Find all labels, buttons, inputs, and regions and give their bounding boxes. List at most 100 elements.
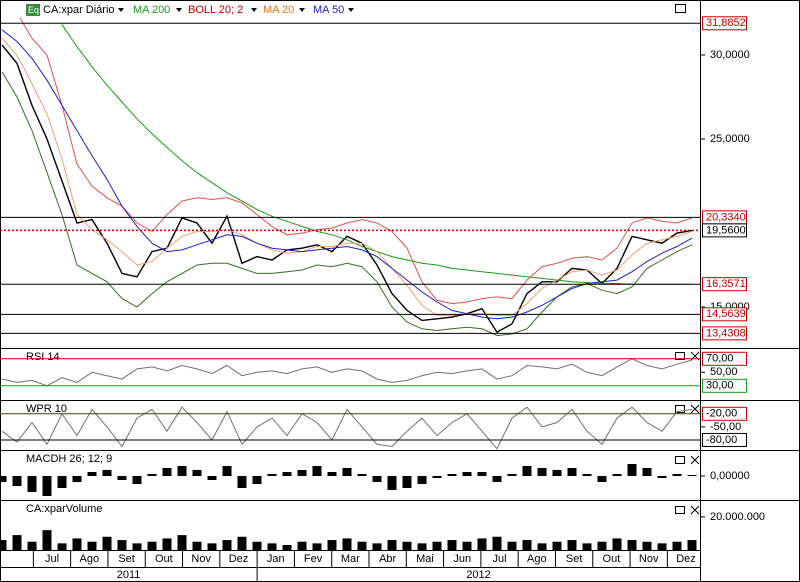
bar — [297, 541, 307, 550]
bar — [327, 540, 337, 550]
x-tick-label: Ago — [80, 553, 100, 565]
x-tick-label: Out — [155, 553, 173, 565]
maximize-button[interactable] — [675, 405, 685, 413]
bar — [27, 541, 37, 550]
bar — [402, 476, 412, 488]
bar — [507, 474, 517, 476]
maximize-button[interactable] — [675, 352, 685, 360]
maximize-button[interactable] — [675, 456, 685, 464]
bar — [192, 470, 202, 476]
x-tick-label: Jan — [267, 553, 285, 565]
bar — [627, 464, 637, 476]
x-tick-label: Jun — [453, 553, 471, 565]
level-box — [702, 432, 747, 447]
maximize-button[interactable] — [675, 4, 686, 13]
level-box — [702, 326, 747, 341]
year-label: 2011 — [117, 569, 141, 581]
bar — [147, 474, 157, 476]
level-label: -20,00 — [706, 408, 737, 420]
x-tick-label: Nov — [639, 553, 659, 565]
level-label: 14,5639 — [706, 308, 746, 320]
bar — [312, 466, 322, 476]
bar — [12, 476, 22, 486]
bar — [132, 476, 142, 484]
panel — [1, 358, 693, 387]
bar — [582, 543, 592, 550]
symbol-icon[interactable] — [26, 4, 40, 16]
bar — [162, 468, 172, 476]
legend-entry[interactable]: MA 20 — [263, 4, 294, 16]
bar — [387, 476, 397, 490]
level-box — [702, 378, 747, 393]
panel-title: CA:xparVolume — [26, 503, 102, 515]
bar — [567, 468, 577, 476]
panel-title: RSI 14 — [26, 351, 60, 363]
legend-entry[interactable]: MA 50 — [313, 4, 344, 16]
bar — [432, 541, 442, 550]
x-tick-label: Fev — [304, 553, 323, 565]
bar — [687, 540, 697, 550]
bar — [282, 545, 292, 550]
symbol-name[interactable]: CA:xpar Diário — [43, 4, 115, 16]
level-box — [702, 277, 747, 292]
bar — [177, 466, 187, 476]
bar — [102, 470, 112, 476]
panel-title: WPR 10 — [26, 403, 67, 415]
bar — [72, 476, 82, 482]
bar — [657, 476, 667, 478]
y-tick-label: -50,00 — [710, 421, 741, 433]
bar — [462, 541, 472, 550]
y-tick-label: 25,0000 — [710, 133, 750, 145]
level-box — [702, 351, 747, 366]
bar — [222, 540, 232, 550]
bar — [477, 472, 487, 476]
level-box — [702, 406, 747, 421]
bar — [447, 474, 457, 476]
bar — [297, 470, 307, 476]
close-button[interactable] — [690, 455, 700, 465]
x-tick-label: Mar — [341, 553, 360, 565]
legend-entry[interactable]: BOLL 20; 2 — [188, 4, 243, 16]
symbol-icon-text: Eq — [28, 5, 39, 15]
bar — [237, 536, 247, 550]
maximize-button[interactable] — [675, 506, 685, 514]
bar — [117, 540, 127, 550]
bar — [27, 476, 37, 492]
bar — [42, 476, 52, 496]
x-tick-label: Set — [566, 553, 583, 565]
bar — [672, 541, 682, 550]
y-tick-label: 50,00 — [710, 366, 738, 378]
level-label: 30,00 — [706, 380, 734, 392]
bar — [357, 541, 367, 550]
bar — [537, 468, 547, 476]
close-button[interactable] — [690, 505, 700, 515]
bar — [12, 535, 22, 550]
dropdown-arrows[interactable] — [118, 8, 354, 12]
bar — [132, 543, 142, 550]
bar — [0, 540, 7, 550]
bar — [117, 476, 127, 480]
bar — [507, 541, 517, 550]
bar — [552, 470, 562, 476]
bar — [192, 541, 202, 550]
bar — [477, 538, 487, 550]
bar — [207, 543, 217, 550]
band-lower — [1, 71, 693, 337]
level-box — [702, 307, 747, 322]
level-box — [702, 223, 747, 238]
bar — [372, 543, 382, 550]
bar — [162, 538, 172, 550]
panel — [0, 530, 697, 550]
legend-entry[interactable]: MA 200 — [133, 4, 170, 16]
x-tick-label: Dez — [676, 553, 696, 565]
bar — [552, 541, 562, 550]
year-label: 2012 — [466, 569, 490, 581]
bar — [147, 541, 157, 550]
x-tick-label: Set — [118, 553, 135, 565]
bar — [627, 540, 637, 550]
panel — [1, 18, 693, 337]
close-button[interactable] — [690, 404, 700, 414]
x-tick-label: Mai — [416, 553, 434, 565]
